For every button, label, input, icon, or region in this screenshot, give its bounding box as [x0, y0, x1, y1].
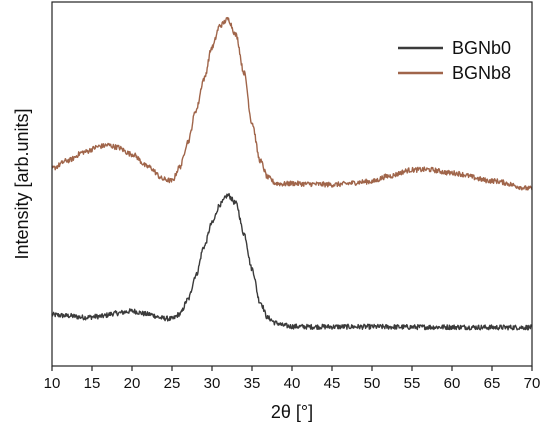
x-tick-label: 20 — [124, 375, 141, 392]
x-tick-label: 65 — [484, 375, 501, 392]
x-tick-label: 50 — [364, 375, 381, 392]
legend-label: BGNb8 — [452, 63, 511, 83]
x-tick-label: 25 — [164, 375, 181, 392]
plot-area — [51, 16, 533, 331]
x-tick-label: 10 — [44, 375, 61, 392]
x-axis-ticks: 10 15 20 25 30 35 40 45 50 55 60 65 70 — [44, 366, 541, 392]
x-tick-label: 15 — [84, 375, 101, 392]
y-axis-title: Intensity [arb.units] — [12, 108, 32, 259]
x-tick-label: 35 — [244, 375, 261, 392]
x-tick-label: 30 — [204, 375, 221, 392]
series-line-bgnb8 — [51, 16, 533, 191]
series-line-bgnb0 — [51, 192, 533, 331]
legend-label: BGNb0 — [452, 38, 511, 58]
x-tick-label: 45 — [324, 375, 341, 392]
x-tick-label: 60 — [444, 375, 461, 392]
legend: BGNb0 BGNb8 — [398, 38, 511, 83]
x-tick-label: 40 — [284, 375, 301, 392]
x-tick-label: 55 — [404, 375, 421, 392]
x-tick-label: 70 — [524, 375, 541, 392]
x-axis-title: 2θ [°] — [271, 402, 313, 422]
